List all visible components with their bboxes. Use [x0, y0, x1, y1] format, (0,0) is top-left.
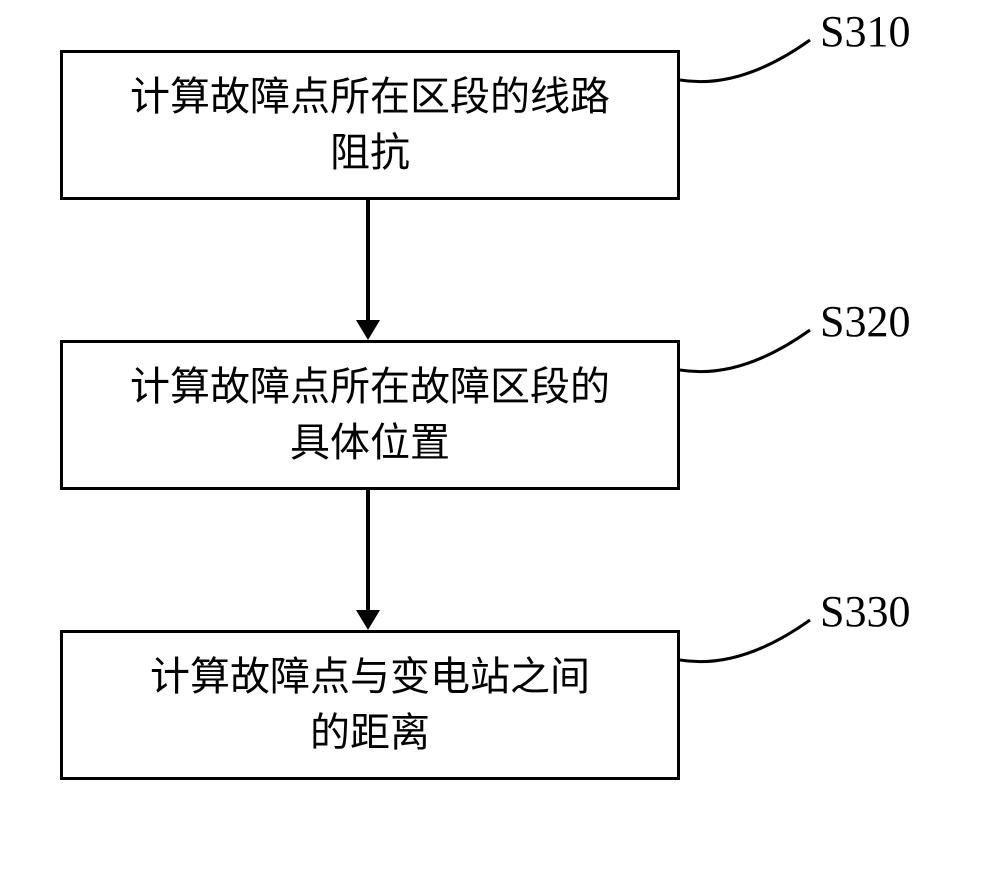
box2-line1: 计算故障点所在故障区段的 — [130, 364, 610, 409]
box-text-3: 计算故障点与变电站之间 的距离 — [150, 649, 590, 761]
flowchart-box-2: 计算故障点所在故障区段的 具体位置 — [60, 340, 680, 490]
arrow-head-2-3 — [356, 610, 380, 630]
box1-line1: 计算故障点所在区段的线路 — [130, 74, 610, 119]
box-text-2: 计算故障点所在故障区段的 具体位置 — [130, 359, 610, 471]
box1-line2: 阻抗 — [330, 130, 410, 175]
step-label-s320: S320 — [820, 296, 910, 347]
box3-line1: 计算故障点与变电站之间 — [150, 654, 590, 699]
arrow-line-2-3 — [366, 490, 370, 610]
step-label-s330: S330 — [820, 586, 910, 637]
label-connector-3 — [680, 610, 825, 675]
arrow-line-1-2 — [366, 200, 370, 320]
label-s320-text: S320 — [820, 297, 910, 346]
label-connector-2 — [680, 320, 825, 385]
arrow-head-1-2 — [356, 320, 380, 340]
label-s330-text: S330 — [820, 587, 910, 636]
step-label-s310: S310 — [820, 6, 910, 57]
label-s310-text: S310 — [820, 7, 910, 56]
label-connector-1 — [680, 30, 825, 95]
box-text-1: 计算故障点所在区段的线路 阻抗 — [130, 69, 610, 181]
flowchart-box-3: 计算故障点与变电站之间 的距离 — [60, 630, 680, 780]
flowchart-box-1: 计算故障点所在区段的线路 阻抗 — [60, 50, 680, 200]
box2-line2: 具体位置 — [290, 420, 450, 465]
box3-line2: 的距离 — [310, 710, 430, 755]
